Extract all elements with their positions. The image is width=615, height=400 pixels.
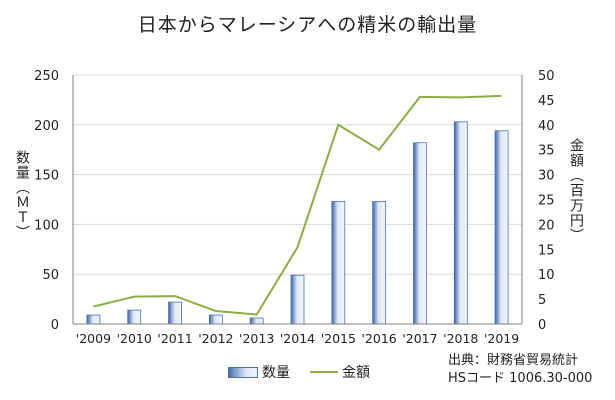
bar xyxy=(168,301,182,325)
source-line-1: 出典：財務省貿易統計 xyxy=(448,353,579,368)
x-tick-label: '2011 xyxy=(157,331,192,346)
bar xyxy=(413,142,427,325)
y-left-tick-label: 50 xyxy=(42,268,59,283)
bar xyxy=(494,130,509,325)
y-axis-right-label: 金額（百万円） xyxy=(568,138,584,243)
x-axis-ticks: '2009 '2010 '2011 '2012 '2013 '2014 '2015 '2016… xyxy=(76,331,519,346)
legend-line-label: 金額 xyxy=(342,365,370,381)
bar xyxy=(249,317,264,325)
y-right-tick-label: 5 xyxy=(538,293,546,308)
x-tick-label: '2017 xyxy=(402,331,437,346)
y-right-tick-label: 40 xyxy=(538,119,555,134)
y-right-tick-label: 0 xyxy=(538,318,546,333)
bar xyxy=(127,309,142,325)
x-tick-label: '2018 xyxy=(443,331,478,346)
chart-title: 日本からマレーシアへの精米の輸出量 xyxy=(137,14,478,36)
x-tick-label: '2019 xyxy=(484,331,519,346)
y-left-tick-label: 100 xyxy=(34,218,59,233)
bar-series xyxy=(86,121,509,325)
y-left-tick-label: 150 xyxy=(34,169,59,184)
bar xyxy=(453,121,468,325)
y-right-tick-label: 20 xyxy=(538,218,555,233)
y-left-tick-label: 250 xyxy=(34,69,59,84)
line-series xyxy=(93,94,502,316)
x-tick-label: '2016 xyxy=(362,331,397,346)
legend: 数量 金額 xyxy=(228,362,370,382)
y-axis-right-ticks: 0 5 10 15 20 25 30 35 40 45 50 xyxy=(538,69,555,333)
y-right-tick-label: 35 xyxy=(538,144,555,159)
gridlines xyxy=(73,74,522,275)
legend-line-swatch xyxy=(310,371,338,373)
y-right-tick-label: 25 xyxy=(538,194,555,209)
x-tick-label: '2014 xyxy=(280,331,315,346)
source-note: 出典：財務省貿易統計 HSコード 1006.30-000 xyxy=(448,352,592,388)
y-right-tick-label: 30 xyxy=(538,169,555,184)
x-tick-label: '2013 xyxy=(239,331,274,346)
y-right-tick-label: 45 xyxy=(538,94,555,109)
bar xyxy=(86,314,101,325)
axes xyxy=(72,75,523,325)
x-tick-label: '2009 xyxy=(76,331,111,346)
y-right-tick-label: 10 xyxy=(538,268,555,283)
x-tick-label: '2010 xyxy=(117,331,152,346)
y-axis-left-ticks: 0 50 100 150 200 250 xyxy=(34,69,59,333)
y-left-tick-label: 200 xyxy=(34,119,59,134)
x-tick-label: '2012 xyxy=(198,331,233,346)
bar xyxy=(331,201,346,325)
legend-bar-swatch xyxy=(228,366,258,378)
bar xyxy=(372,201,387,325)
bar xyxy=(208,314,223,325)
y-axis-left-label: 数量（ＭＴ） xyxy=(14,150,30,240)
y-left-tick-label: 0 xyxy=(51,318,59,333)
bar xyxy=(290,274,305,325)
x-tick-label: '2015 xyxy=(321,331,356,346)
y-right-tick-label: 50 xyxy=(538,69,555,84)
legend-bar-label: 数量 xyxy=(262,365,290,381)
source-line-2: HSコード 1006.30-000 xyxy=(448,371,593,386)
y-right-tick-label: 15 xyxy=(538,243,555,258)
